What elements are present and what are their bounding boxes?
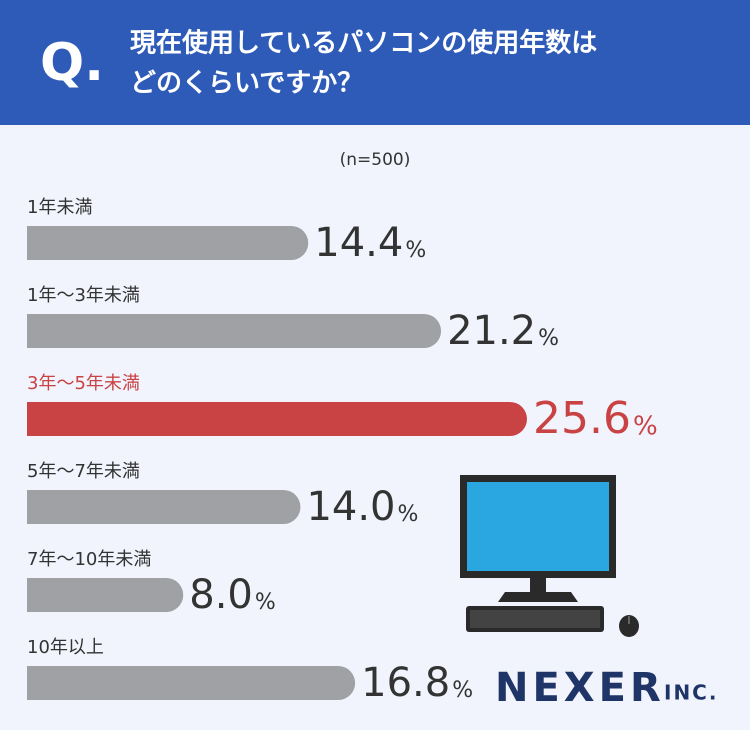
value-label: 16.8 [361,660,450,706]
bar [27,490,301,524]
category-label: 10年以上 [27,637,104,658]
bar [27,314,442,348]
title-line: どのくらいですか？ [130,69,363,99]
logo-name: NEXER [495,665,665,711]
value-unit: % [538,326,559,351]
value-unit: % [405,238,426,263]
value-unit: % [452,678,473,703]
category-label: 1年～3年未満 [27,285,140,306]
title-line: 現在使用しているパソコンの使用年数は [130,28,597,59]
value-unit: % [255,590,276,615]
value-label: 14.0 [306,484,395,530]
value-label: 8.0 [189,572,253,618]
sample-note: (n=500) [340,150,411,170]
header-band [0,0,750,125]
value-unit: % [633,412,658,442]
category-label: 1年未満 [27,197,92,218]
bar [27,666,356,700]
value-label: 21.2 [447,308,536,354]
bar [27,402,527,436]
value-label: 25.6 [533,393,631,444]
value-unit: % [398,502,419,527]
computer-illustration [460,475,639,637]
value-label: 14.4 [314,220,403,266]
logo-suffix: INC. [664,681,718,705]
category-label: 7年～10年未満 [27,549,151,570]
category-label: 3年～5年未満 [27,373,140,394]
bar [27,226,309,260]
question-mark: Q. [40,33,104,93]
category-label: 5年～7年未満 [27,461,140,482]
bar [27,578,184,612]
